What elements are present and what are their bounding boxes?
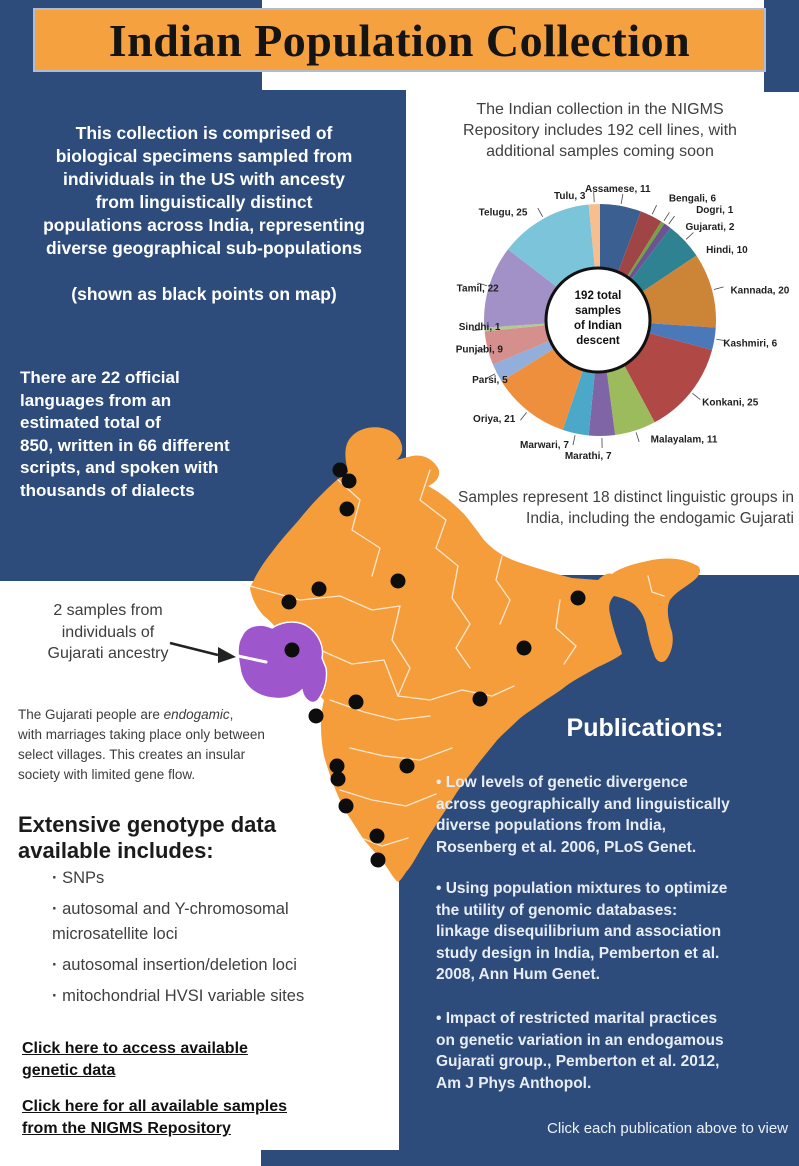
slice-label-sindhi: Sindhi, 1: [459, 322, 501, 333]
donut-center-label: 192 total: [575, 290, 622, 302]
slice-label-hindi: Hindi, 10: [706, 245, 748, 256]
black-points-note: (shown as black points on map): [71, 284, 337, 304]
label-leader-line: [485, 373, 496, 379]
label-leader-line: [692, 393, 701, 400]
gujarat-region: [237, 621, 328, 704]
publication-rosenberg-2006[interactable]: Low levels of genetic divergence across …: [436, 772, 798, 858]
genotype-list: SNPs autosomal and Y-chromosomal microsa…: [52, 866, 382, 1015]
donut-center-circle: [544, 266, 652, 374]
endogamic-note-suffix: , with marriages taking place only betwe…: [18, 707, 265, 782]
slice-label-assamese: Assamese, 11: [585, 184, 651, 195]
genetic-data-link[interactable]: Click here to access available genetic d…: [22, 1040, 248, 1079]
genotype-item-hvsi: mitochondrial HVSI variable sites: [52, 984, 382, 1009]
endogamic-note: The Gujarati people are endogamic, with …: [18, 705, 308, 785]
label-leader-line: [472, 329, 483, 331]
label-leader-line: [685, 232, 694, 240]
gujarat-arrow: [169, 641, 236, 663]
slice-label-konkani: Konkani, 25: [702, 398, 759, 409]
slice-label-punjabi: Punjabi, 9: [456, 344, 504, 355]
sample-location-dots: [281, 462, 586, 868]
genotype-item-snps: SNPs: [52, 866, 382, 891]
label-leader-line: [651, 205, 657, 215]
linguistic-groups-note: Samples represent 18 distinct linguistic…: [457, 489, 794, 527]
india-map: [169, 427, 700, 882]
publications-click-hint: Click each publication above to view: [547, 1120, 788, 1137]
genotype-heading: Extensive genotype data available includ…: [18, 812, 276, 863]
slice-label-dogri: Dogri, 1: [696, 205, 734, 216]
slice-label-tamil: Tamil, 22: [457, 283, 499, 294]
label-leader-line: [716, 338, 727, 342]
slice-label-malayalam: Malayalam, 11: [651, 435, 718, 446]
state-borders: [250, 469, 665, 847]
label-leader-line: [537, 207, 544, 218]
slice-label-bengali: Bengali, 6: [669, 194, 717, 205]
collection-description: This collection is comprised of biologic…: [8, 122, 400, 306]
donut-center-label: of Indian: [574, 320, 622, 332]
label-leader-line: [620, 193, 624, 204]
label-leader-line: [520, 412, 527, 421]
slice-label-marathi: Marathi, 7: [565, 451, 612, 462]
publications-heading: Publications:: [566, 714, 724, 742]
slice-label-telugu: Telugu, 25: [479, 208, 528, 219]
slice-label-kashmiri: Kashmiri, 6: [723, 339, 777, 350]
endogamic-note-prefix: The Gujarati people are: [18, 707, 164, 722]
label-leader-line: [713, 286, 724, 290]
publication-pemberton-2012[interactable]: Impact of restricted marital practices o…: [436, 1008, 798, 1094]
slice-marathi: [588, 320, 616, 436]
slice-label-gujarati: Gujarati, 2: [685, 222, 734, 233]
title-banner: Indian Population Collection: [33, 8, 766, 72]
page-title: Indian Population Collection: [108, 14, 691, 66]
donut-center-label: samples: [575, 305, 621, 317]
slice-label-tulu: Tulu, 3: [554, 191, 586, 202]
collection-summary: The Indian collection in the NIGMS Repos…: [463, 101, 737, 160]
slice-label-parsi: Parsi, 5: [472, 375, 508, 386]
slice-label-marwari: Marwari, 7: [520, 440, 569, 451]
gujarat-samples-callout: 2 samples from individuals of Gujarati a…: [47, 602, 169, 662]
background-footer-bar: [261, 1150, 799, 1166]
repository-samples-link[interactable]: Click here for all available samples fro…: [22, 1098, 288, 1137]
label-leader-line: [635, 432, 640, 442]
slice-label-kannada: Kannada, 20: [730, 286, 789, 297]
donut-center-label: descent: [576, 335, 620, 347]
label-leader-line: [475, 348, 486, 352]
india-outline: [250, 427, 700, 882]
background-top-right-corner: [764, 0, 799, 92]
endogamic-term: endogamic: [163, 707, 230, 722]
label-leader-line: [663, 212, 670, 222]
slice-label-oriya: Oriya, 21: [473, 414, 516, 425]
publication-pemberton-2008[interactable]: Using population mixtures to optimize th…: [436, 878, 798, 986]
genotype-item-microsatellite: autosomal and Y-chromosomal microsatelli…: [52, 897, 382, 947]
label-leader-line: [572, 435, 576, 446]
genotype-item-indel: autosomal insertion/deletion loci: [52, 953, 382, 978]
label-leader-line: [668, 215, 675, 225]
languages-fact: There are 22 official languages from an …: [20, 368, 230, 500]
gulf-of-kutch-inlet: [236, 654, 268, 664]
label-leader-line: [477, 282, 488, 287]
collection-description-text: This collection is comprised of biologic…: [43, 123, 365, 258]
